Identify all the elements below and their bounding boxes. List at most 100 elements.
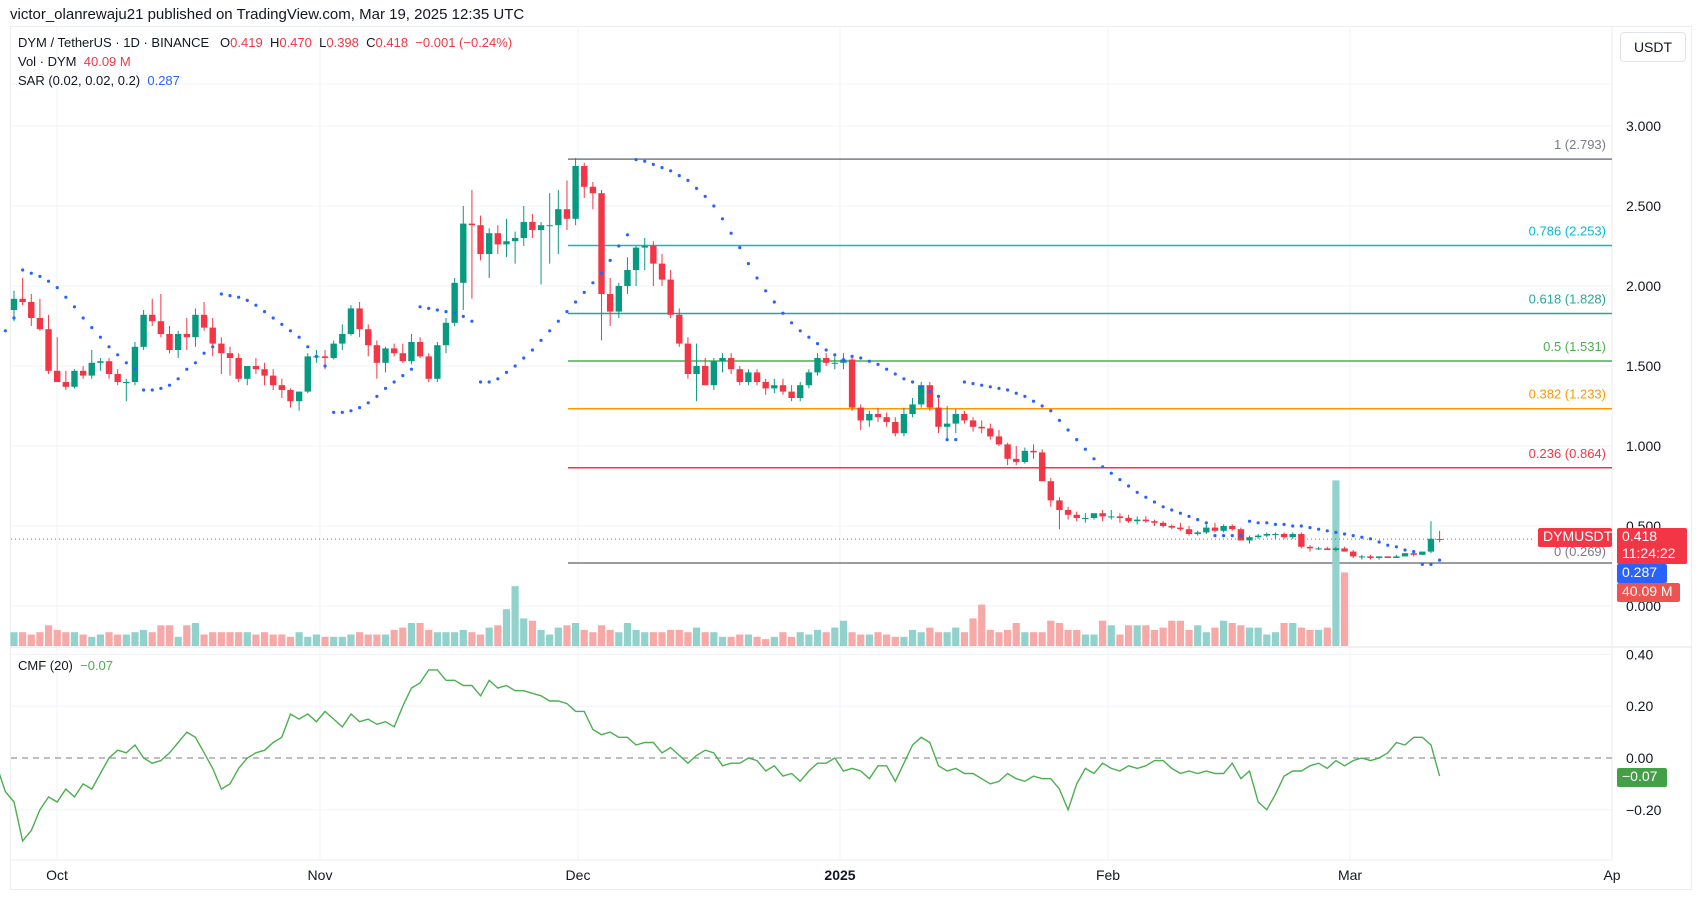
sar-dot bbox=[1135, 490, 1139, 494]
candle-body bbox=[1263, 534, 1270, 536]
sar-dot bbox=[608, 258, 612, 262]
candle-body bbox=[736, 369, 743, 382]
sar-dot bbox=[591, 281, 595, 285]
sar-dot bbox=[1178, 511, 1182, 515]
sar-dot bbox=[798, 329, 802, 333]
volume-bar bbox=[191, 623, 200, 646]
volume-bar bbox=[511, 586, 519, 646]
sar-label: SAR (0.02, 0.02, 0.2) bbox=[18, 73, 141, 88]
volume-bar bbox=[114, 634, 122, 646]
volume-bar bbox=[1237, 625, 1245, 646]
sar-dot bbox=[1092, 457, 1096, 461]
volume-bar bbox=[1116, 634, 1124, 646]
sar-dot bbox=[876, 362, 880, 366]
volume-bar bbox=[10, 632, 18, 646]
volume-bar bbox=[140, 629, 148, 646]
volume-bar bbox=[1150, 629, 1159, 646]
candle-body bbox=[987, 428, 994, 437]
sar-dot bbox=[833, 353, 837, 357]
candle-body bbox=[261, 369, 268, 376]
volume-bar bbox=[494, 625, 502, 646]
candle-body bbox=[416, 342, 424, 357]
sar-dot bbox=[470, 319, 474, 323]
sar-dot bbox=[487, 380, 491, 384]
candle-body bbox=[581, 166, 588, 187]
candle-body bbox=[1401, 553, 1409, 557]
fib-level-label: 0.786 (2.253) bbox=[1529, 224, 1606, 239]
sar-legend[interactable]: SAR (0.02, 0.02, 0.2) 0.287 bbox=[18, 73, 180, 88]
candle-body bbox=[1090, 513, 1098, 518]
candle-body bbox=[1280, 534, 1288, 538]
cmf-value-tag: −0.07 bbox=[1617, 768, 1667, 787]
candle-body bbox=[814, 358, 821, 373]
volume-bar bbox=[27, 634, 35, 646]
sar-dot bbox=[202, 351, 206, 355]
volume-bar bbox=[347, 634, 355, 646]
sar-dot bbox=[1222, 534, 1226, 538]
candle-body bbox=[1324, 548, 1331, 550]
sar-dot bbox=[582, 290, 586, 294]
candle-body bbox=[365, 329, 372, 346]
candle-body bbox=[1177, 527, 1184, 530]
candle-body bbox=[762, 382, 769, 389]
candle-body bbox=[123, 382, 130, 383]
candle-body bbox=[1211, 527, 1219, 531]
cmf-legend[interactable]: CMF (20) −0.07 bbox=[18, 658, 113, 673]
volume-bar bbox=[684, 632, 692, 646]
volume-legend[interactable]: Vol · DYM 40.09 M bbox=[18, 54, 131, 69]
volume-bar bbox=[243, 632, 251, 646]
low-value: 0.398 bbox=[326, 35, 359, 50]
candle-body bbox=[710, 361, 718, 386]
candle-body bbox=[1393, 556, 1400, 558]
open-label: O bbox=[220, 35, 231, 50]
candle-body bbox=[1367, 556, 1374, 558]
sar-dot bbox=[1187, 514, 1191, 519]
candle-body bbox=[1289, 534, 1296, 538]
volume-bar bbox=[433, 632, 441, 646]
sar-dot bbox=[850, 354, 854, 358]
volume-bar bbox=[1254, 627, 1262, 646]
candle-body bbox=[1272, 534, 1279, 535]
volume-bar bbox=[200, 634, 208, 646]
volume-bar bbox=[986, 629, 994, 646]
cmf-axis-label: 0.00 bbox=[1626, 750, 1653, 766]
volume-bar bbox=[1332, 480, 1340, 646]
candle-body bbox=[969, 420, 977, 427]
candle-body bbox=[555, 209, 562, 226]
volume-bar bbox=[36, 632, 44, 646]
candle-body bbox=[995, 436, 1003, 445]
volume-bar bbox=[1263, 634, 1271, 646]
sar-dot bbox=[1204, 521, 1208, 525]
volume-bar bbox=[1297, 627, 1305, 646]
volume-bar bbox=[900, 636, 908, 646]
candle-body bbox=[1384, 556, 1391, 558]
sar-dot bbox=[1109, 471, 1113, 475]
candle-body bbox=[848, 359, 856, 408]
volume-bar bbox=[157, 625, 165, 646]
currency-unit-button[interactable]: USDT bbox=[1620, 32, 1686, 62]
sar-dot bbox=[1023, 394, 1027, 398]
sar-dot bbox=[988, 385, 992, 389]
price-axis-label: 2.500 bbox=[1626, 198, 1661, 214]
volume-bar bbox=[1168, 620, 1176, 646]
sar-dot bbox=[522, 356, 526, 360]
sar-dot bbox=[1299, 524, 1303, 528]
volume-bar bbox=[675, 629, 683, 646]
volume-bar bbox=[1211, 627, 1219, 646]
sar-dot bbox=[1360, 535, 1364, 539]
candle-body bbox=[892, 422, 899, 434]
volume-bar bbox=[831, 627, 839, 646]
symbol-title[interactable]: DYM / TetherUS · 1D · BINANCE bbox=[18, 35, 210, 50]
candle-body bbox=[546, 225, 553, 227]
candle-body bbox=[1419, 551, 1426, 555]
volume-bar bbox=[563, 625, 571, 646]
candle-body bbox=[572, 166, 579, 219]
candle-body bbox=[1047, 481, 1054, 501]
volume-bar bbox=[874, 632, 882, 646]
sar-dot bbox=[1438, 558, 1442, 562]
candle-body bbox=[79, 370, 87, 376]
volume-bar bbox=[718, 636, 727, 646]
volume-bar bbox=[649, 632, 657, 646]
sar-dot bbox=[556, 319, 560, 323]
